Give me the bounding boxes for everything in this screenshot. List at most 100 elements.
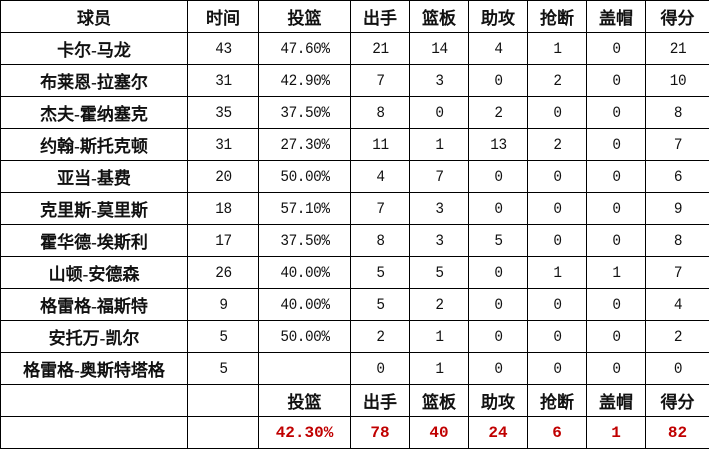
header-fg-pct: 投篮 [258,384,351,417]
cell-player: 约翰-斯托克顿 [0,128,188,161]
cell-player: 卡尔-马龙 [0,32,188,65]
cell-blocks: 0 [589,320,643,353]
table-row: 霍华德-埃斯利 17 37.50% 8 3 5 0 0 8 [0,224,709,257]
header-points: 得分 [645,384,709,417]
cell-rebounds: 1 [412,128,467,161]
cell-minutes: 9 [190,288,256,321]
cell-fga: 78 [350,416,410,449]
cell-rebounds: 3 [412,64,467,97]
cell-points: 7 [648,256,707,289]
header-row: 球员 时间 投篮 出手 篮板 助攻 抢断 盖帽 得分 [0,0,709,33]
cell-fg-pct: 42.30% [258,416,351,449]
header-fga: 出手 [350,0,410,33]
cell-rebounds: 1 [412,320,467,353]
cell-fg-pct [262,352,347,385]
cell-points: 21 [648,32,707,65]
header-assists: 助攻 [468,0,528,33]
cell-assists: 0 [471,64,525,97]
cell-blocks: 0 [589,192,643,225]
cell-blocks: 1 [589,256,643,289]
cell-rebounds: 3 [412,192,467,225]
cell-points: 6 [648,160,707,193]
table-row: 安托万-凯尔 5 50.00% 2 1 0 0 0 2 [0,320,709,353]
cell-assists: 0 [471,256,525,289]
cell-minutes: 26 [190,256,256,289]
cell-assists: 0 [471,288,525,321]
cell-fg-pct: 47.60% [262,32,347,65]
cell-fga: 8 [353,224,408,257]
cell-rebounds: 1 [412,352,467,385]
header-minutes: 时间 [187,0,259,33]
cell-fga: 11 [353,128,408,161]
cell-rebounds: 14 [412,32,467,65]
summary-header-row: 投篮 出手 篮板 助攻 抢断 盖帽 得分 [0,384,709,417]
cell-rebounds: 0 [412,96,467,129]
cell-player: 安托万-凯尔 [0,320,188,353]
cell-player: 格雷格-福斯特 [0,288,188,321]
table-row: 卡尔-马龙 43 47.60% 21 14 4 1 0 21 [0,32,709,65]
cell-fga: 4 [353,160,408,193]
cell-player: 山顿-安德森 [0,256,188,289]
cell-fg-pct: 40.00% [262,288,347,321]
header-assists: 助攻 [468,384,528,417]
table-row: 山顿-安德森 26 40.00% 5 5 0 1 1 7 [0,256,709,289]
header-blocks: 盖帽 [586,0,646,33]
cell-player: 亚当-基费 [0,160,188,193]
cell-fg-pct: 27.30% [262,128,347,161]
cell-assists: 0 [471,160,525,193]
cell-points: 4 [648,288,707,321]
cell-points: 9 [648,192,707,225]
cell-rebounds: 5 [412,256,467,289]
cell-fga: 0 [353,352,408,385]
cell-steals: 0 [530,288,584,321]
cell-fg-pct: 42.90% [262,64,347,97]
cell-assists: 0 [471,320,525,353]
cell-blocks: 0 [589,352,643,385]
header-minutes [187,384,259,417]
cell-fga: 7 [353,192,408,225]
cell-points: 8 [648,96,707,129]
cell-blocks: 0 [589,32,643,65]
header-player: 球员 [0,0,188,33]
header-points: 得分 [645,0,709,33]
cell-blocks: 0 [589,288,643,321]
header-blocks: 盖帽 [586,384,646,417]
cell-steals: 1 [530,32,584,65]
cell-minutes: 18 [190,192,256,225]
cell-minutes: 20 [190,160,256,193]
cell-blocks: 0 [589,160,643,193]
cell-blocks: 1 [586,416,646,449]
cell-blocks: 0 [589,224,643,257]
cell-blocks: 0 [589,128,643,161]
cell-steals: 0 [530,352,584,385]
cell-assists: 5 [471,224,525,257]
cell-points: 2 [648,320,707,353]
cell-assists: 0 [471,192,525,225]
cell-points: 0 [648,352,707,385]
table-row: 格雷格-福斯特 9 40.00% 5 2 0 0 0 4 [0,288,709,321]
cell-fga: 5 [353,256,408,289]
cell-blocks: 0 [589,64,643,97]
cell-assists: 13 [471,128,525,161]
cell-steals: 0 [530,192,584,225]
cell-player: 格雷格-奥斯特塔格 [0,352,188,385]
cell-fg-pct: 57.10% [262,192,347,225]
cell-player: 布莱恩-拉塞尔 [0,64,188,97]
cell-minutes: 43 [190,32,256,65]
header-steals: 抢断 [527,384,587,417]
cell-fg-pct: 50.00% [262,320,347,353]
cell-fga: 21 [353,32,408,65]
table-row: 布莱恩-拉塞尔 31 42.90% 7 3 0 2 0 10 [0,64,709,97]
header-rebounds: 篮板 [409,384,469,417]
header-fga: 出手 [350,384,410,417]
cell-minutes: 17 [190,224,256,257]
cell-fg-pct: 37.50% [262,96,347,129]
cell-points: 10 [648,64,707,97]
cell-assists: 0 [471,352,525,385]
cell-minutes [187,416,259,449]
cell-minutes: 35 [190,96,256,129]
cell-assists: 4 [471,32,525,65]
cell-rebounds: 40 [409,416,469,449]
header-fg-pct: 投篮 [258,0,351,33]
